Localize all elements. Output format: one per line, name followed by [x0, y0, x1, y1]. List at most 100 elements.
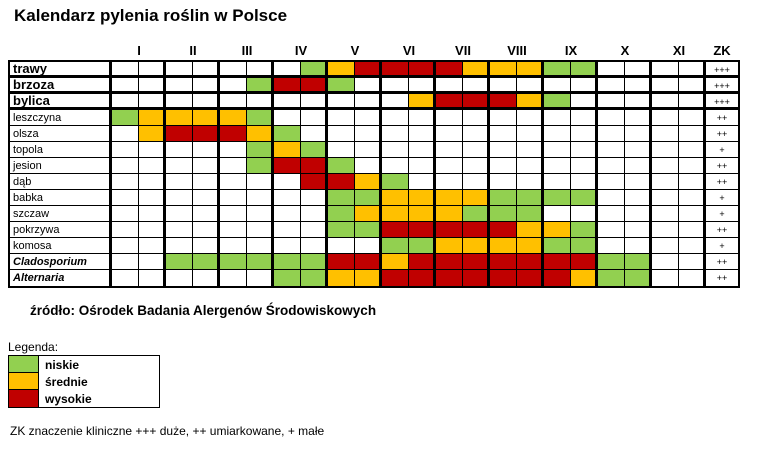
pollen-cell	[301, 78, 328, 94]
pollen-cell	[598, 78, 625, 94]
pollen-cell	[193, 62, 220, 78]
pollen-cell	[112, 62, 139, 78]
pollen-cell	[490, 78, 517, 94]
pollen-cell	[598, 222, 625, 238]
pollen-cell	[652, 78, 679, 94]
pollen-cell	[571, 270, 598, 286]
pollen-cell	[571, 126, 598, 142]
pollen-cell	[436, 142, 463, 158]
pollen-cell	[355, 206, 382, 222]
pollen-cell	[490, 94, 517, 110]
pollen-cell	[301, 206, 328, 222]
legend-swatch	[9, 356, 39, 373]
pollen-cell	[490, 222, 517, 238]
pollen-cell	[274, 238, 301, 254]
pollen-cell	[301, 254, 328, 270]
pollen-cell	[274, 270, 301, 286]
pollen-cell	[436, 206, 463, 222]
pollen-cell	[220, 254, 247, 270]
pollen-cell	[517, 270, 544, 286]
pollen-cell	[679, 190, 706, 206]
pollen-cell	[193, 126, 220, 142]
pollen-cell	[112, 94, 139, 110]
pollen-cell	[463, 270, 490, 286]
pollen-cell	[139, 78, 166, 94]
pollen-cell	[166, 238, 193, 254]
pollen-cell	[382, 174, 409, 190]
pollen-calendar: I II III IV V VI VII VIII IX X XI ZK trawy +++ brzoza…	[8, 40, 740, 288]
pollen-cell	[517, 110, 544, 126]
pollen-cell	[382, 158, 409, 174]
pollen-cell	[166, 62, 193, 78]
pollen-cell	[382, 190, 409, 206]
pollen-cell	[355, 142, 382, 158]
pollen-cell	[679, 254, 706, 270]
pollen-cell	[247, 94, 274, 110]
pollen-cell	[166, 174, 193, 190]
pollen-cell	[544, 158, 571, 174]
month-label: III	[241, 43, 253, 58]
row-label: Cladosporium	[10, 254, 112, 270]
zk-value: +	[706, 142, 738, 158]
pollen-cell	[139, 270, 166, 286]
pollen-cell	[355, 94, 382, 110]
zk-value: ++	[706, 126, 738, 142]
pollen-cell	[571, 110, 598, 126]
legend-label: średnie	[45, 375, 88, 389]
pollen-cell	[382, 110, 409, 126]
pollen-cell	[220, 222, 247, 238]
pollen-cell	[382, 238, 409, 254]
pollen-cell	[301, 158, 328, 174]
pollen-cell	[409, 174, 436, 190]
legend-swatch	[9, 390, 39, 407]
pollen-cell	[598, 174, 625, 190]
pollen-cell	[463, 254, 490, 270]
pollen-cell	[166, 110, 193, 126]
pollen-cell	[139, 222, 166, 238]
pollen-cell	[328, 110, 355, 126]
pollen-cell	[301, 174, 328, 190]
pollen-cell	[139, 254, 166, 270]
pollen-cell	[544, 222, 571, 238]
pollen-cell	[112, 270, 139, 286]
pollen-cell	[409, 158, 436, 174]
pollen-cell	[625, 142, 652, 158]
pollen-cell	[220, 190, 247, 206]
pollen-cell	[301, 222, 328, 238]
pollen-cell	[544, 270, 571, 286]
pollen-cell	[652, 238, 679, 254]
pollen-cell	[274, 158, 301, 174]
pollen-cell	[463, 126, 490, 142]
pollen-cell	[598, 62, 625, 78]
pollen-cell	[625, 110, 652, 126]
pollen-cell	[301, 126, 328, 142]
pollen-cell	[517, 174, 544, 190]
pollen-cell	[301, 190, 328, 206]
pollen-cell	[679, 222, 706, 238]
pollen-cell	[328, 158, 355, 174]
pollen-cell	[463, 206, 490, 222]
zk-value: ++	[706, 158, 738, 174]
pollen-cell	[517, 62, 544, 78]
pollen-cell	[544, 254, 571, 270]
pollen-cell	[166, 142, 193, 158]
legend-item: średnie	[9, 373, 159, 390]
pollen-cell	[517, 158, 544, 174]
pollen-cell	[193, 78, 220, 94]
legend-item: wysokie	[9, 390, 159, 407]
pollen-cell	[193, 142, 220, 158]
pollen-cell	[139, 174, 166, 190]
pollen-cell	[247, 174, 274, 190]
pollen-cell	[328, 190, 355, 206]
legend-items: niskie średnie wysokie	[8, 355, 160, 408]
pollen-cell	[679, 206, 706, 222]
pollen-cell	[598, 94, 625, 110]
row-label: Alternaria	[10, 270, 112, 286]
pollen-cell	[301, 142, 328, 158]
pollen-cell	[571, 206, 598, 222]
pollen-cell	[382, 126, 409, 142]
row-label: bylica	[10, 94, 112, 110]
pollen-cell	[652, 110, 679, 126]
zk-value: ++	[706, 174, 738, 190]
month-label: V	[350, 43, 360, 58]
